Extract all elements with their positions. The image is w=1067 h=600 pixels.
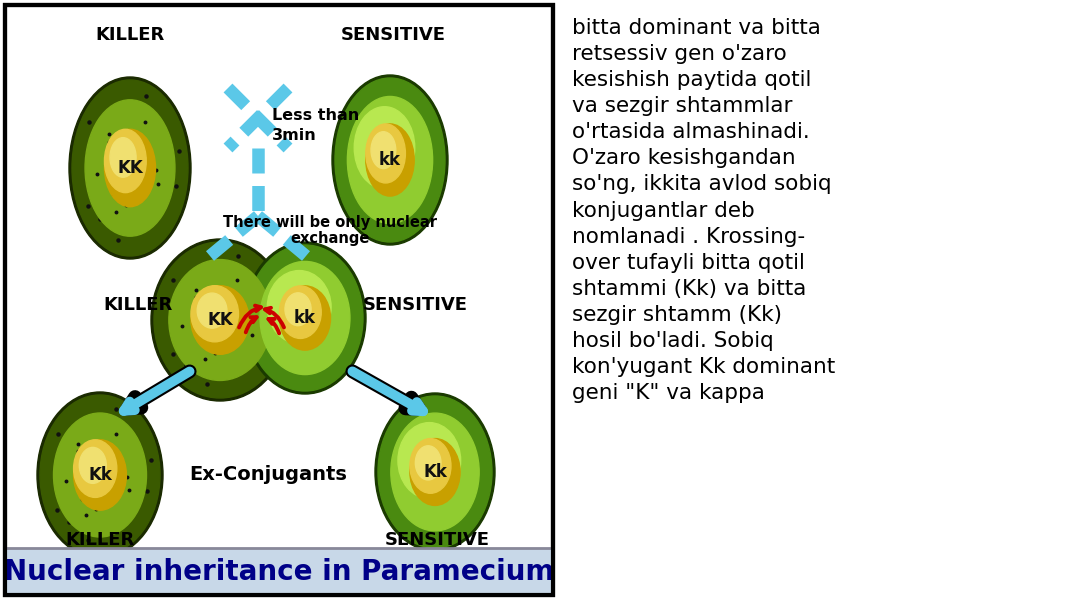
Ellipse shape — [366, 124, 414, 196]
Text: Nuclear inheritance in Paramecium: Nuclear inheritance in Paramecium — [4, 557, 554, 586]
Bar — [5, 548, 553, 595]
Text: exchange: exchange — [290, 230, 369, 245]
Text: KK: KK — [207, 311, 233, 329]
Ellipse shape — [375, 393, 495, 551]
Ellipse shape — [246, 245, 363, 391]
Text: kk: kk — [294, 309, 316, 327]
Ellipse shape — [105, 129, 146, 193]
Ellipse shape — [378, 396, 492, 548]
Ellipse shape — [79, 448, 107, 484]
Ellipse shape — [260, 262, 350, 374]
Ellipse shape — [366, 124, 405, 183]
Ellipse shape — [154, 242, 286, 398]
Ellipse shape — [348, 97, 432, 224]
Text: KILLER: KILLER — [65, 531, 134, 549]
Ellipse shape — [169, 260, 271, 380]
Text: 3min: 3min — [272, 127, 317, 142]
Ellipse shape — [244, 242, 366, 394]
Bar — [5, 5, 553, 595]
Ellipse shape — [332, 75, 448, 245]
Ellipse shape — [74, 440, 126, 510]
Ellipse shape — [410, 439, 451, 493]
Ellipse shape — [53, 413, 146, 537]
Ellipse shape — [74, 440, 116, 497]
Text: There will be only nuclear: There will be only nuclear — [223, 214, 437, 229]
Text: Kk: Kk — [89, 466, 112, 484]
Text: Kk: Kk — [423, 463, 447, 481]
Ellipse shape — [37, 392, 163, 558]
Ellipse shape — [71, 80, 188, 256]
Text: KILLER: KILLER — [95, 26, 164, 44]
Ellipse shape — [410, 439, 460, 505]
Ellipse shape — [415, 446, 441, 480]
Ellipse shape — [110, 137, 137, 177]
Ellipse shape — [285, 293, 312, 326]
Ellipse shape — [335, 78, 445, 242]
Text: Ex-Conjugants: Ex-Conjugants — [189, 466, 347, 485]
Ellipse shape — [191, 286, 249, 355]
Bar — [5, 5, 553, 595]
Ellipse shape — [69, 77, 191, 259]
Ellipse shape — [85, 100, 175, 236]
Ellipse shape — [152, 239, 289, 401]
Ellipse shape — [391, 413, 479, 531]
Ellipse shape — [354, 107, 415, 188]
Text: bitta dominant va bitta
retsessiv gen o'zaro
kesishish paytida qotil
va sezgir s: bitta dominant va bitta retsessiv gen o'… — [572, 18, 835, 403]
Text: Less than: Less than — [272, 109, 360, 124]
Text: KILLER: KILLER — [103, 296, 173, 314]
Text: SENSITIVE: SENSITIVE — [340, 26, 446, 44]
Text: SENSITIVE: SENSITIVE — [384, 531, 490, 549]
Bar — [5, 548, 553, 595]
Ellipse shape — [398, 422, 461, 499]
Text: KK: KK — [117, 159, 143, 177]
Ellipse shape — [268, 271, 331, 344]
Ellipse shape — [197, 293, 227, 328]
Ellipse shape — [39, 395, 160, 555]
Text: kk: kk — [379, 151, 401, 169]
Ellipse shape — [280, 286, 331, 350]
Ellipse shape — [105, 129, 156, 207]
Ellipse shape — [280, 286, 321, 338]
Ellipse shape — [191, 286, 239, 342]
Text: SENSITIVE: SENSITIVE — [363, 296, 467, 314]
Ellipse shape — [371, 132, 396, 169]
